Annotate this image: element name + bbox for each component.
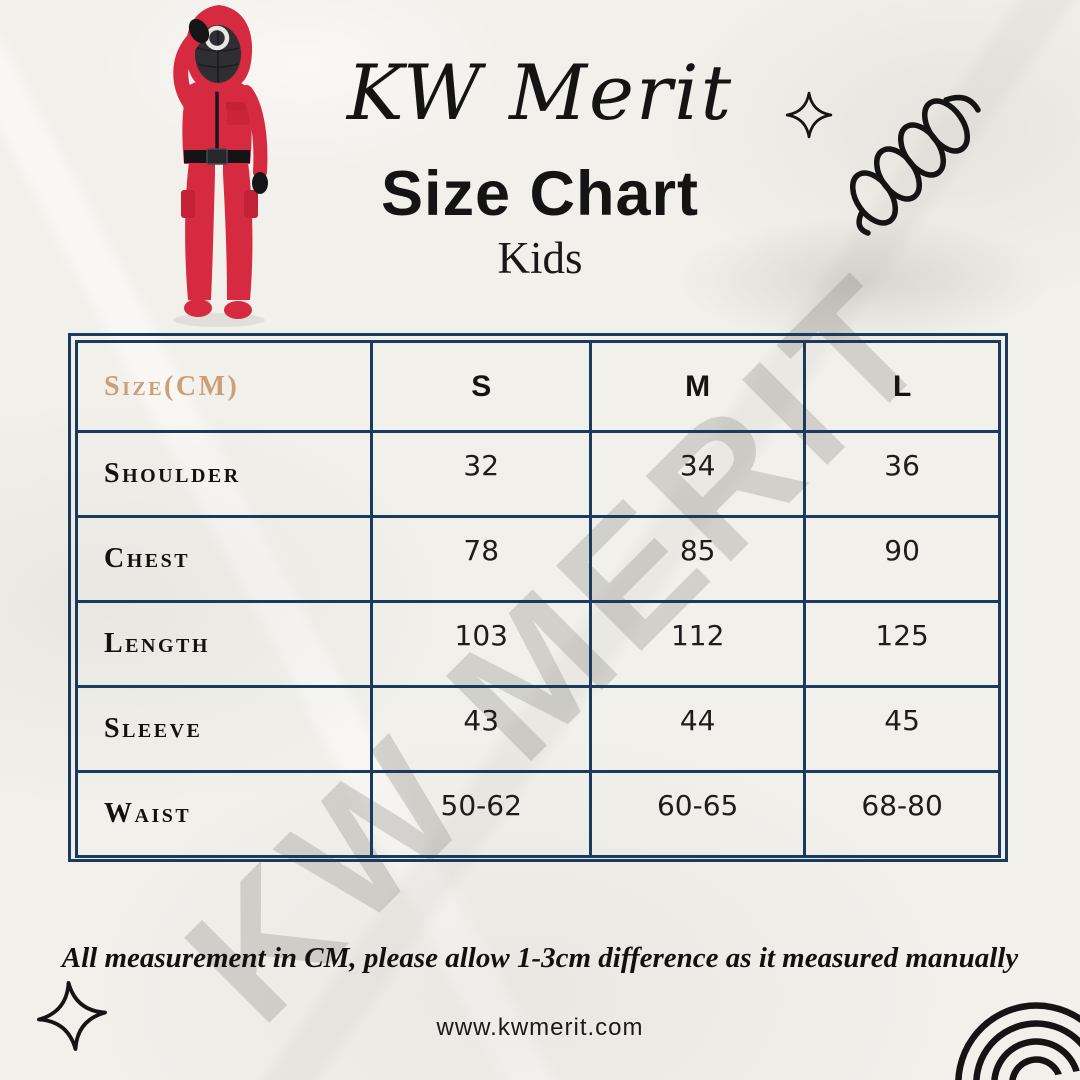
cell-value: 43 xyxy=(370,685,593,773)
sparkle-icon xyxy=(785,91,833,139)
table-row: Sleeve 43 44 45 xyxy=(74,685,1001,773)
cell-value: 85 xyxy=(589,515,807,603)
size-table: Size(CM) S M L Shoulder 32 34 36 Chest 7… xyxy=(68,333,1008,862)
size-column-s: S xyxy=(370,340,593,433)
cell-value: 90 xyxy=(803,515,1001,603)
cell-value: 60-65 xyxy=(589,770,807,858)
cell-value: 112 xyxy=(589,600,807,688)
table-row: Chest 78 85 90 xyxy=(74,515,1001,603)
row-label-sleeve: Sleeve xyxy=(74,685,374,773)
rainbow-doodle-icon xyxy=(955,1002,1080,1080)
table-row: Shoulder 32 34 36 xyxy=(74,430,1001,518)
cell-value: 45 xyxy=(803,685,1001,773)
size-column-l: L xyxy=(803,340,1001,433)
size-column-m: M xyxy=(589,340,807,433)
table-row: Length 103 112 125 xyxy=(74,600,1001,688)
size-unit-header: Size(CM) xyxy=(74,340,374,433)
row-label-waist: Waist xyxy=(74,770,374,858)
cell-value: 36 xyxy=(803,430,1001,518)
cell-value: 44 xyxy=(589,685,807,773)
coil-squiggle-icon xyxy=(849,94,981,236)
page-subtitle: Kids xyxy=(497,233,583,283)
cell-value: 34 xyxy=(589,430,807,518)
row-label-length: Length xyxy=(74,600,374,688)
row-label-shoulder: Shoulder xyxy=(74,430,374,518)
cell-value: 50-62 xyxy=(370,770,593,858)
measurement-note: All measurement in CM, please allow 1-3c… xyxy=(61,942,1019,974)
row-label-chest: Chest xyxy=(74,515,374,603)
cell-value: 125 xyxy=(803,600,1001,688)
cell-value: 78 xyxy=(370,515,593,603)
website-url: www.kwmerit.com xyxy=(436,1014,644,1041)
table-header-row: Size(CM) S M L xyxy=(74,340,1001,433)
cell-value: 68-80 xyxy=(803,770,1001,858)
table-row: Waist 50-62 60-65 68-80 xyxy=(74,770,1001,858)
sparkle-icon xyxy=(37,981,107,1051)
cell-value: 103 xyxy=(370,600,593,688)
cell-value: 32 xyxy=(370,430,593,518)
